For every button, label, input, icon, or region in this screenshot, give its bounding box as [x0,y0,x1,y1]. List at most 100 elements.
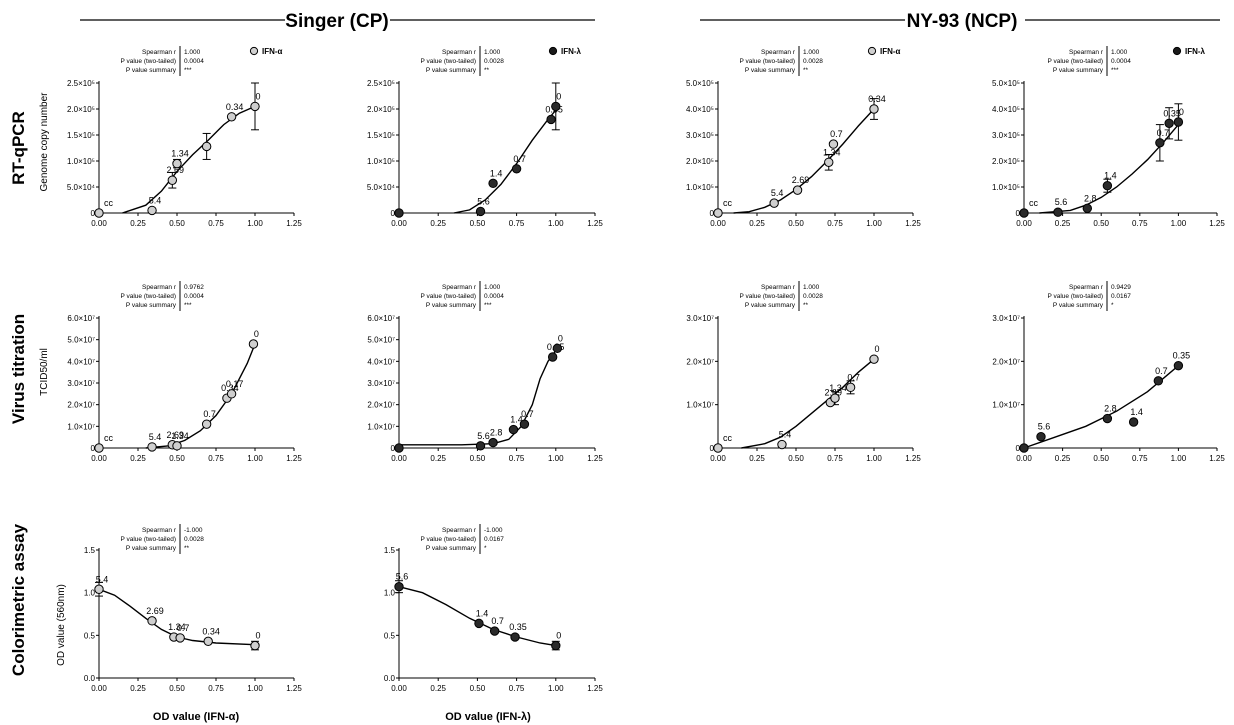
data-point [1019,208,1029,218]
legend-marker [249,46,259,56]
y-tick-label: 0 [1016,444,1021,453]
stats-label: Spearman r [442,527,477,534]
point-label: 5.4 [96,574,109,584]
chart-panel: 0.00 0.25 0.50 0.75 1.00 1.25 0 1.0×10⁷ 2.0×10⁷ 3… [686,281,921,463]
y-tick-label: 0 [391,444,396,453]
x-axis-title-lambda: OD value (IFN-λ) [445,711,531,723]
x-tick-label: 0.50 [1093,219,1109,228]
data-point [94,443,104,453]
data-point [394,581,404,592]
x-tick-label: 0.50 [470,219,486,228]
x-tick-label: 0.75 [1132,454,1148,463]
y-tick-label: 1.0×10⁵ [367,157,395,166]
point-label: 5.6 [477,196,490,206]
y-tick-label: 1.5×10⁵ [367,131,395,140]
data-point [519,419,530,429]
stats-value: 1.000 [184,49,201,56]
point-label: 1.34 [168,622,186,632]
y-tick-label: 3.0×10⁵ [686,131,714,140]
data-point [1173,117,1184,127]
data-point [1102,181,1113,191]
y-tick-label: 1.0×10⁵ [992,183,1020,192]
y-tick-label: 3.0×10⁵ [992,131,1020,140]
stats-label: P value (two-tailed) [1047,293,1103,300]
stats-value: *** [184,302,192,309]
data-point [1128,417,1139,427]
data-point [475,441,486,451]
stats-label: Spearman r [142,284,177,291]
y-tick-label: 2.0×10⁵ [367,105,395,114]
y-tick-label: 2.5×10⁵ [67,79,95,88]
row-title-rtqpcr: RT-qPCR [9,111,28,185]
fit-curve [1039,124,1179,214]
point-label: 0 [556,91,561,101]
y-tick-label: 5.0×10⁷ [367,336,395,345]
point-label: 0 [255,631,260,641]
data-point [248,339,259,349]
data-point [713,443,723,453]
data-point [777,439,787,450]
stats-label: P value (two-tailed) [1047,58,1103,65]
x-tick-label: 1.00 [247,454,263,463]
chart-panel: 0.00 0.25 0.50 0.75 1.00 1.25 0 1.0×10⁷ 2.0×10⁷ 3… [992,281,1225,463]
stats-value: 1.000 [803,49,820,56]
data-point [147,205,157,216]
stats-label: P value (two-tailed) [739,58,795,65]
y-tick-label: 2.0×10⁷ [67,401,95,410]
data-point [552,343,563,354]
stats-value: ** [803,67,809,74]
stats-label: Spearman r [142,49,177,56]
legend-label: IFN-α [880,47,901,56]
y-tick-label: 2.0×10⁵ [67,105,95,114]
stats-label: Spearman r [1069,284,1104,291]
point-label: 0.7 [203,409,216,419]
fit-curve [733,108,875,214]
row-title-colorimetric: Colorimetric assay [9,523,28,676]
x-tick-label: 0.75 [509,454,525,463]
x-axis-title-alpha: OD value (IFN-α) [153,711,240,723]
point-label: cc [1029,198,1039,208]
x-tick-label: 1.25 [587,454,603,463]
data-point [1019,443,1029,453]
stats-label: P value summary [126,545,177,552]
x-tick-label: 1.00 [548,684,564,693]
y-tick-label: 1.5 [84,546,96,555]
point-label: 2.69 [167,165,185,175]
fit-curve [122,105,256,214]
x-tick-label: 0.00 [391,454,407,463]
chart-panel: 0.00 0.25 0.50 0.75 1.00 1.25 0 1.0×10⁷ 2.0×10⁷ 3… [367,281,603,463]
stats-label: P value summary [126,302,177,309]
y-tick-label: 0 [710,209,715,218]
stats-value: 0.0028 [484,58,504,65]
stats-value: 0.0028 [184,536,204,543]
stats-value: ** [184,545,190,552]
stats-label: Spearman r [142,527,177,534]
point-label: 0 [874,344,879,354]
data-point [546,114,556,125]
x-tick-label: 0.25 [749,219,765,228]
y-tick-label: 5.0×10⁴ [67,183,96,192]
stats-value: 0.9762 [184,284,204,291]
data-point [869,104,879,114]
x-tick-label: 0.75 [509,219,525,228]
data-point [1153,376,1164,386]
stats-label: P value (two-tailed) [120,58,176,65]
x-tick-label: 0.00 [1016,219,1032,228]
x-tick-label: 0.50 [470,454,486,463]
point-label: 0.7 [177,623,190,633]
point-label: 0 [254,329,259,339]
data-point [201,419,212,429]
point-label: 2.8 [1084,193,1097,203]
x-tick-label: 1.25 [1209,454,1225,463]
x-tick-label: 0.50 [169,684,185,693]
stats-value: ** [484,67,490,74]
x-tick-label: 1.00 [866,454,882,463]
stats-value: 0.0004 [184,58,204,65]
point-label: 2.69 [146,606,164,616]
data-point [510,632,520,642]
stats-label: P value summary [1053,302,1104,309]
x-tick-label: 1.00 [1171,219,1187,228]
x-tick-label: 0.25 [1055,219,1071,228]
y-tick-label: 1.0×10⁵ [67,157,95,166]
data-point [250,640,260,651]
